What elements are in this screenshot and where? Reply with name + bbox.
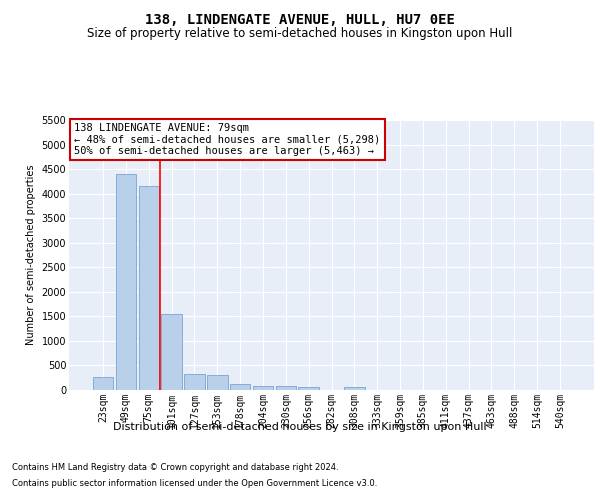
Bar (298, 387, 319, 390)
Bar (275, 386, 296, 390)
Y-axis label: Number of semi-detached properties: Number of semi-detached properties (26, 165, 36, 345)
Bar (253, 386, 273, 390)
Bar (161, 314, 182, 390)
Bar (344, 388, 365, 390)
Text: Contains HM Land Registry data © Crown copyright and database right 2024.: Contains HM Land Registry data © Crown c… (12, 464, 338, 472)
Bar (93, 376, 113, 390)
Text: 138, LINDENGATE AVENUE, HULL, HU7 0EE: 138, LINDENGATE AVENUE, HULL, HU7 0EE (145, 12, 455, 26)
Bar (230, 384, 250, 390)
Text: Size of property relative to semi-detached houses in Kingston upon Hull: Size of property relative to semi-detach… (88, 28, 512, 40)
Text: Contains public sector information licensed under the Open Government Licence v3: Contains public sector information licen… (12, 478, 377, 488)
Bar (139, 186, 159, 390)
Text: 138 LINDENGATE AVENUE: 79sqm
← 48% of semi-detached houses are smaller (5,298)
5: 138 LINDENGATE AVENUE: 79sqm ← 48% of se… (74, 122, 380, 156)
Bar (184, 374, 205, 390)
Bar (116, 174, 136, 390)
Bar (207, 375, 227, 390)
Text: Distribution of semi-detached houses by size in Kingston upon Hull: Distribution of semi-detached houses by … (113, 422, 487, 432)
